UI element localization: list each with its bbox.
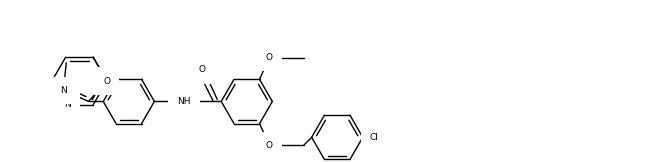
Text: Cl: Cl xyxy=(370,133,378,142)
Text: O: O xyxy=(198,65,205,75)
Text: O: O xyxy=(103,76,111,86)
Text: O: O xyxy=(266,141,273,150)
Text: N: N xyxy=(64,100,71,109)
Text: O: O xyxy=(266,53,273,62)
Text: N: N xyxy=(60,86,67,95)
Text: NH: NH xyxy=(177,97,190,106)
